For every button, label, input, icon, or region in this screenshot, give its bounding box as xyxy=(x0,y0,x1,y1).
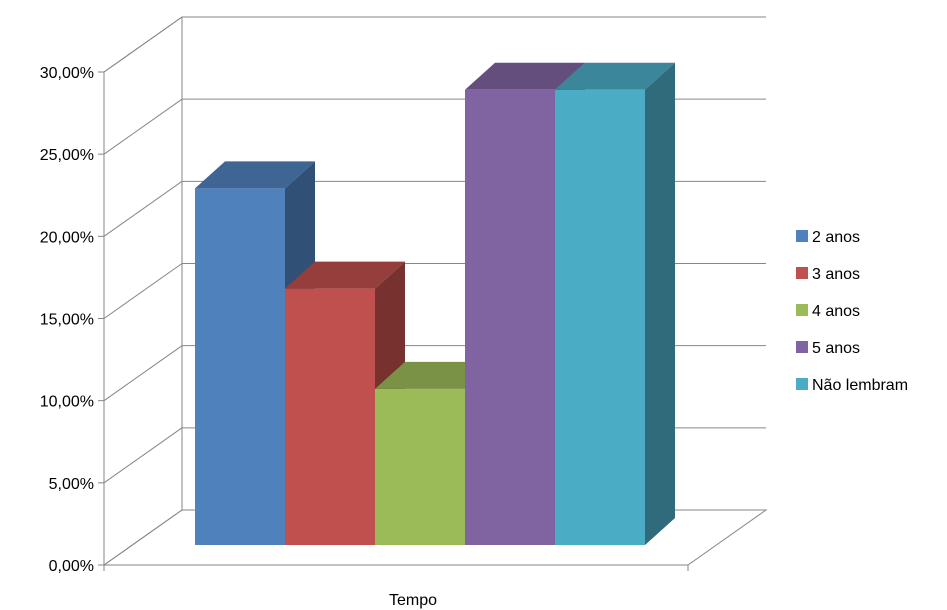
legend-item: Não lembram xyxy=(796,377,908,394)
bar xyxy=(195,188,285,545)
gridline-diagonal xyxy=(103,180,183,237)
legend-label: 2 anos xyxy=(812,229,860,246)
bar xyxy=(375,388,465,545)
axes xyxy=(98,71,689,571)
gridline-diagonal xyxy=(103,509,183,566)
bar xyxy=(555,89,645,546)
legend-swatch xyxy=(796,304,808,316)
bar-top xyxy=(195,161,315,189)
legend-item: 5 anos xyxy=(796,340,860,357)
bar xyxy=(285,288,375,545)
legend-label: Não lembram xyxy=(812,377,908,394)
legend-item: 4 anos xyxy=(796,303,860,320)
legend-label: 5 anos xyxy=(812,340,860,357)
bar-side xyxy=(645,62,675,546)
bar-top xyxy=(285,261,405,289)
gridline-diagonal xyxy=(103,345,183,402)
legend-swatch xyxy=(796,341,808,353)
legend-label: 3 anos xyxy=(812,266,860,283)
legend-label: 4 anos xyxy=(812,303,860,320)
bar-top xyxy=(465,62,585,90)
y-tick-label: 10,00% xyxy=(40,394,94,411)
bar-group xyxy=(195,161,315,545)
y-tick-label: 5,00% xyxy=(49,476,94,493)
legend: 2 anos 3 anos 4 anos 5 anos Não lembram xyxy=(796,229,908,394)
legend-swatch xyxy=(796,230,808,242)
legend-item: 3 anos xyxy=(796,266,860,283)
bars xyxy=(195,62,675,546)
y-tick-label: 0,00% xyxy=(49,558,94,575)
gridline-diagonal xyxy=(103,427,183,484)
y-tick-label: 30,00% xyxy=(40,65,94,82)
legend-swatch xyxy=(796,267,808,279)
gridline-diagonal xyxy=(103,98,183,155)
bar-top xyxy=(555,62,675,90)
y-tick-label: 20,00% xyxy=(40,229,94,246)
y-axis-tick-labels: 0,00% 5,00% 10,00% 15,00% 20,00% 25,00% 30,00% xyxy=(40,65,94,575)
gridline-diagonal xyxy=(103,16,183,73)
y-tick-label: 15,00% xyxy=(40,312,94,329)
legend-swatch xyxy=(796,378,808,390)
x-axis-label: Tempo xyxy=(389,592,437,609)
gridline-diagonal xyxy=(103,263,183,319)
legend-item: 2 anos xyxy=(796,229,860,246)
bar xyxy=(465,89,555,546)
y-tick-label: 25,00% xyxy=(40,147,94,164)
bar-group xyxy=(555,62,675,546)
